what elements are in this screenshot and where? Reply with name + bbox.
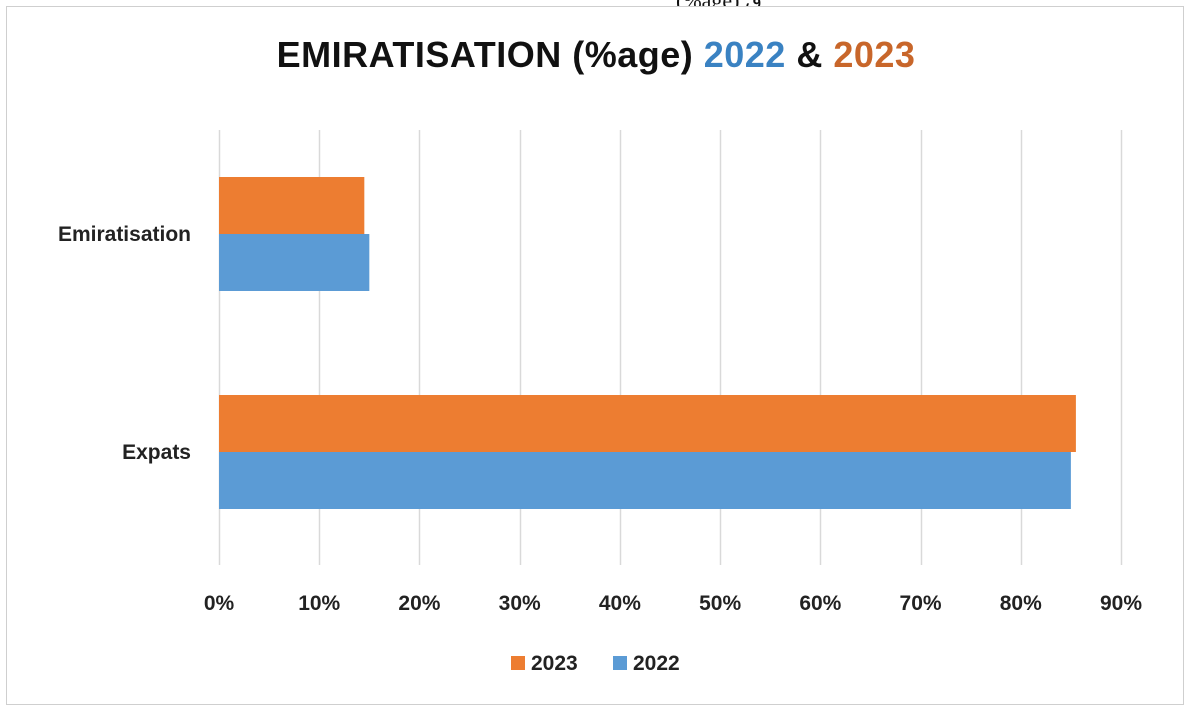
legend-swatch-2023: [511, 656, 525, 670]
chart-title: EMIRATISATION (%age) 2022 & 2023: [0, 34, 1192, 76]
chart-frame: [6, 6, 1184, 705]
bar-emiratisation-2023: [219, 177, 365, 234]
x-tick-label: 70%: [900, 592, 942, 615]
legend-label-2022: 2022: [633, 652, 680, 675]
x-tick-label: 20%: [398, 592, 440, 615]
chart-title-year-2023: 2023: [833, 34, 916, 75]
y-axis-categories: Emiratisation Expats: [58, 223, 191, 464]
category-label-expats: Expats: [122, 441, 191, 464]
x-tick-label: 50%: [699, 592, 741, 615]
x-tick-label: 40%: [599, 592, 641, 615]
chart-title-joiner: &: [785, 34, 834, 75]
bars: [219, 177, 1076, 509]
legend-label-2023: 2023: [531, 652, 578, 675]
bar-emiratisation-2022: [219, 234, 370, 291]
x-tick-label: 60%: [799, 592, 841, 615]
legend: 2023 2022: [511, 652, 680, 675]
x-tick-label: 0%: [204, 592, 235, 615]
x-axis-ticks: 0% 10% 20% 30% 40% 50% 60% 70% 80% 90%: [204, 592, 1143, 615]
legend-item-2023: 2023: [511, 652, 578, 675]
bar-expats-2023: [219, 395, 1076, 452]
x-tick-label: 90%: [1100, 592, 1142, 615]
x-tick-label: 80%: [1000, 592, 1042, 615]
legend-swatch-2022: [613, 656, 627, 670]
category-label-emiratisation: Emiratisation: [58, 223, 191, 246]
legend-item-2022: 2022: [613, 652, 680, 675]
chart-title-year-2022: 2022: [703, 34, 786, 75]
chart-title-prefix: EMIRATISATION (%age): [276, 34, 704, 75]
x-tick-label: 10%: [298, 592, 340, 615]
x-tick-label: 30%: [499, 592, 541, 615]
cropped-header-fragment: (%age) ق: [676, 0, 772, 8]
bar-expats-2022: [219, 452, 1071, 509]
